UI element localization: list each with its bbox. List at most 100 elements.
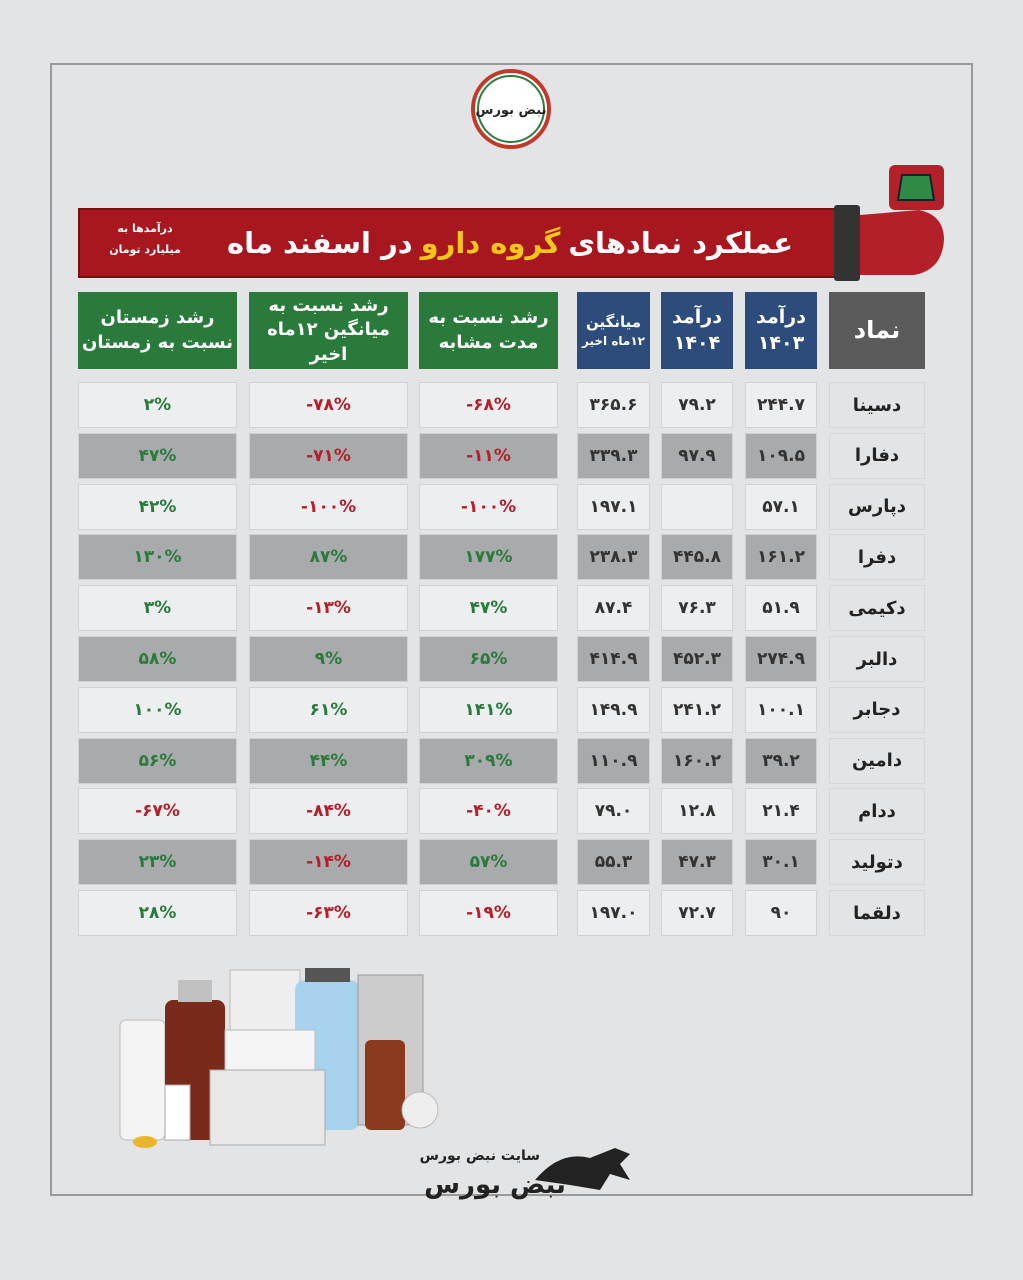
value-cell: ۴۴۵.۸ (661, 534, 733, 581)
value-cell (661, 483, 733, 530)
title: عملکرد نمادهای گروه دارو در اسفند ماه (200, 208, 820, 278)
column-header: رشد نسبت به میانگین ۱۲ماه اخیر (249, 292, 408, 369)
value-cell: ۱۹۷.۰ (577, 890, 650, 936)
value-cell: -۱۴% (249, 839, 408, 886)
header-line: رشد زمستان (100, 307, 215, 329)
header-line: ۱۲ماه اخیر (582, 333, 645, 348)
value-cell: ۳۳۹.۳ (577, 432, 650, 479)
symbol-cell: دامین (829, 737, 925, 784)
header-line: نسبت به زمستان (82, 331, 233, 353)
value-cell: ۴۵۲.۳ (661, 636, 733, 682)
value-cell: ۵۸% (78, 636, 237, 682)
symbol-cell: ددام (829, 788, 925, 835)
value-cell: ۲% (78, 382, 237, 428)
value-cell: ۲۸% (78, 890, 237, 936)
value-cell: -۶۳% (249, 890, 408, 936)
value-cell: -۱۳% (249, 585, 408, 632)
value-cell: ۴۷% (78, 432, 237, 479)
value-cell: ۴۴% (249, 737, 408, 784)
symbol-cell: دسینا (829, 382, 925, 428)
value-cell: ۲۴۴.۷ (745, 382, 817, 428)
value-cell: -۸۴% (249, 788, 408, 835)
symbol-cell: دکیمی (829, 585, 925, 632)
symbol-cell: دفرا (829, 534, 925, 581)
value-cell: ۵۵.۳ (577, 839, 650, 886)
symbol-cell: دلقما (829, 890, 925, 936)
column-header: نماد (829, 292, 925, 369)
header-line: درآمد (756, 305, 806, 328)
value-cell: ۳% (78, 585, 237, 632)
value-cell: ۴۲% (78, 483, 237, 530)
header-line: ۱۴۰۳ (757, 331, 805, 354)
value-cell: -۴۰% (419, 788, 558, 835)
bull-icon (535, 1148, 630, 1190)
value-cell: ۱۶۰.۲ (661, 737, 733, 784)
note-line: میلیارد تومان (109, 243, 181, 256)
column-header: رشد نسبت به مدت مشابه (419, 292, 558, 369)
value-cell: ۱۷۷% (419, 534, 558, 581)
symbol-cell: دتولید (829, 839, 925, 886)
value-cell: ۸۷.۴ (577, 585, 650, 632)
value-cell: ۷۹.۰ (577, 788, 650, 835)
value-cell: ۲۳۸.۳ (577, 534, 650, 581)
title-start: عملکرد نمادهای (568, 226, 794, 260)
column-header: میانگین ۱۲ماه اخیر (577, 292, 650, 369)
header-line: ۱۴۰۴ (673, 331, 721, 354)
value-cell: ۱۶۱.۲ (745, 534, 817, 581)
value-cell: -۷۱% (249, 432, 408, 479)
column-header: رشد زمستان نسبت به زمستان (78, 292, 237, 369)
value-cell: ۳۶۵.۶ (577, 382, 650, 428)
header-line: مدت مشابه (438, 331, 539, 353)
symbol-cell: دفارا (829, 432, 925, 479)
value-cell: ۴۷.۳ (661, 839, 733, 886)
value-cell: ۴۱۴.۹ (577, 636, 650, 682)
column-header: درآمد ۱۴۰۳ (745, 292, 817, 369)
value-cell: ۵۷% (419, 839, 558, 886)
value-cell: ۲۱.۴ (745, 788, 817, 835)
value-cell: ۵۷.۱ (745, 483, 817, 530)
value-cell: ۲۴۱.۲ (661, 686, 733, 733)
logo-text: نبض بورس (476, 103, 547, 118)
title-highlight: گروه دارو (420, 226, 561, 260)
header-line: نماد (853, 316, 901, 345)
footer-site: سایت نبض بورس (419, 1148, 540, 1164)
value-cell: -۶۷% (78, 788, 237, 835)
value-cell: ۷۶.۳ (661, 585, 733, 632)
value-cell: -۷۸% (249, 382, 408, 428)
value-cell: ۶۱% (249, 686, 408, 733)
value-cell: ۱۹۷.۱ (577, 483, 650, 530)
header-line: رشد نسبت به (268, 295, 389, 317)
value-cell: ۹۰ (745, 890, 817, 936)
value-cell: ۲۷۴.۹ (745, 636, 817, 682)
note-line: درآمدها به (117, 222, 173, 235)
value-cell: ۹% (249, 636, 408, 682)
value-cell: ۱۴۹.۹ (577, 686, 650, 733)
column-header: درآمد ۱۴۰۴ (661, 292, 733, 369)
value-cell: ۱۱۰.۹ (577, 737, 650, 784)
value-cell: ۱۲.۸ (661, 788, 733, 835)
value-cell: ۵۶% (78, 737, 237, 784)
value-cell: ۶۵% (419, 636, 558, 682)
value-cell: ۵۱.۹ (745, 585, 817, 632)
value-cell: ۱۰۰% (78, 686, 237, 733)
value-cell: ۱۳۰% (78, 534, 237, 581)
value-cell: -۱۱% (419, 432, 558, 479)
header-line: میانگین (585, 313, 642, 332)
value-cell: ۷۹.۲ (661, 382, 733, 428)
value-cell: ۳۰.۱ (745, 839, 817, 886)
symbol-cell: دجابر (829, 686, 925, 733)
value-cell: ۴۷% (419, 585, 558, 632)
value-cell: ۱۴۱% (419, 686, 558, 733)
value-cell: -۱۰۰% (249, 483, 408, 530)
value-cell: ۳۹.۲ (745, 737, 817, 784)
header-line: رشد نسبت به (428, 307, 549, 329)
title-end: در اسفند ماه (227, 226, 413, 260)
value-cell: ۱۰۰.۱ (745, 686, 817, 733)
medicine-illustration (119, 968, 439, 1148)
value-cell: ۷۲.۷ (661, 890, 733, 936)
banner (78, 208, 840, 278)
value-cell: ۳۰۹% (419, 737, 558, 784)
value-cell: -۶۸% (419, 382, 558, 428)
value-cell: -۱۹% (419, 890, 558, 936)
